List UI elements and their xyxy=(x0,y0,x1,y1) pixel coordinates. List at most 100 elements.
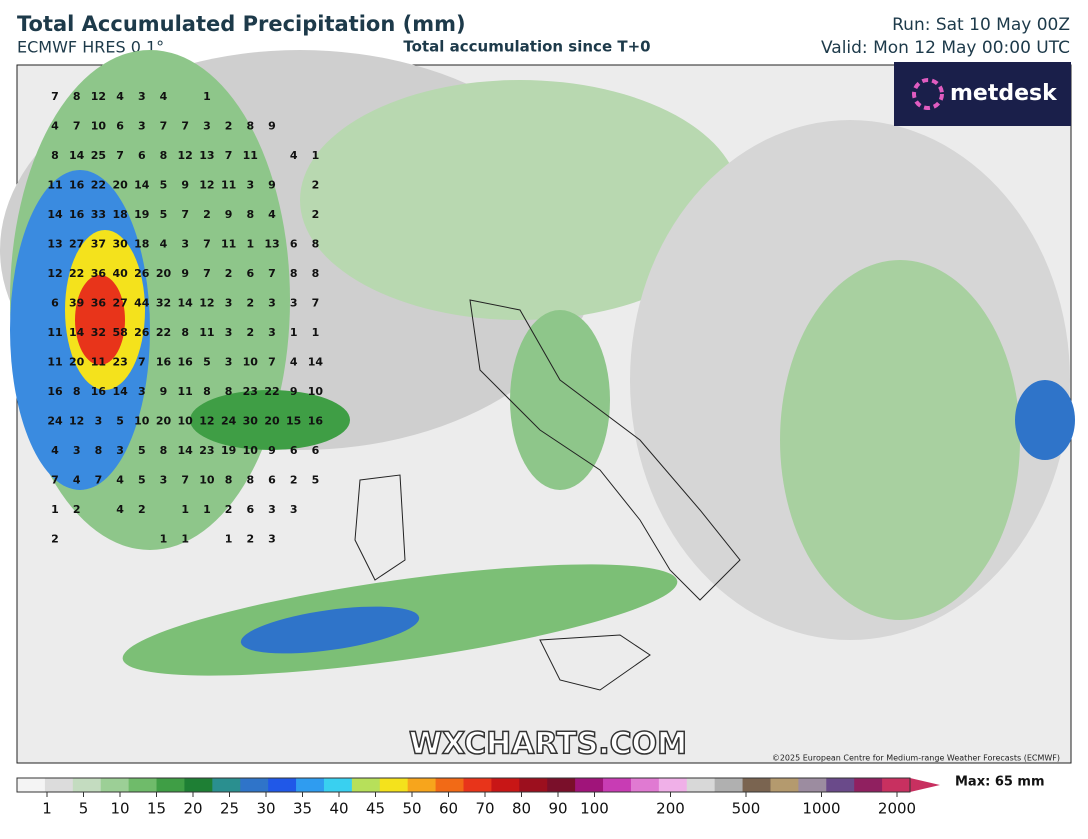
grid-value: 58 xyxy=(112,326,127,339)
grid-value: 3 xyxy=(73,444,81,457)
grid-value: 3 xyxy=(225,297,233,310)
colorbar-tick-label: 1 xyxy=(42,800,52,818)
grid-value: 8 xyxy=(246,120,254,133)
grid-value: 23 xyxy=(112,356,127,369)
colorbar-segment xyxy=(44,778,74,792)
grid-value: 22 xyxy=(69,267,84,280)
grid-value: 8 xyxy=(225,474,233,487)
grid-value: 11 xyxy=(47,179,62,192)
grid-value: 20 xyxy=(156,267,172,280)
grid-value: 27 xyxy=(112,297,127,310)
grid-value: 23 xyxy=(199,444,214,457)
grid-value: 2 xyxy=(73,503,81,516)
colorbar-tick-label: 35 xyxy=(293,800,312,818)
grid-value: 3 xyxy=(138,120,146,133)
grid-value: 11 xyxy=(178,385,193,398)
colorbar-segment xyxy=(882,778,911,792)
colorbar-tick-label: 500 xyxy=(732,800,761,818)
grid-value: 3 xyxy=(95,415,103,428)
grid-value: 4 xyxy=(116,503,124,516)
grid-value: 8 xyxy=(312,267,320,280)
grid-value: 11 xyxy=(243,149,258,162)
grid-value: 8 xyxy=(246,474,254,487)
colorbar-segment xyxy=(323,778,353,792)
grid-value: 8 xyxy=(160,444,168,457)
colorbar-segment xyxy=(100,778,130,792)
colorbar-segment xyxy=(547,778,576,792)
logo-box xyxy=(894,62,1071,126)
grid-value: 16 xyxy=(91,385,107,398)
grid-value: 9 xyxy=(181,179,189,192)
grid-value: 8 xyxy=(225,385,233,398)
colorbar-tick-label: 30 xyxy=(256,800,275,818)
grid-value: 22 xyxy=(264,385,279,398)
grid-value: 13 xyxy=(47,238,62,251)
colorbar: 1 5 10 15 20 25 30 35 40 45 50 60 70 80 90 100 200 500 100… xyxy=(16,777,940,818)
grid-value: 14 xyxy=(308,356,324,369)
grid-value: 16 xyxy=(156,356,172,369)
colorbar-tick-label: 10 xyxy=(110,800,129,818)
grid-value: 2 xyxy=(51,533,59,546)
grid-value: 11 xyxy=(47,356,62,369)
grid-value: 10 xyxy=(308,385,324,398)
grid-value: 32 xyxy=(91,326,106,339)
grid-value: 1 xyxy=(181,503,189,516)
grid-value: 16 xyxy=(47,385,63,398)
title: Total Accumulated Precipitation (mm) xyxy=(17,12,466,36)
grid-value: 8 xyxy=(312,238,320,251)
grid-value: 7 xyxy=(73,120,81,133)
grid-value: 16 xyxy=(308,415,324,428)
grid-value: 16 xyxy=(178,356,194,369)
grid-value: 3 xyxy=(181,238,189,251)
grid-value: 1 xyxy=(225,533,233,546)
colorbar-tick-label: 90 xyxy=(548,800,567,818)
grid-value: 6 xyxy=(138,149,146,162)
grid-value: 8 xyxy=(73,90,81,103)
colorbar-segment xyxy=(519,778,548,792)
grid-value: 2 xyxy=(246,326,254,339)
colorbar-tick-label: 40 xyxy=(329,800,348,818)
grid-value: 1 xyxy=(290,326,298,339)
grid-value: 11 xyxy=(91,356,106,369)
grid-value: 7 xyxy=(51,474,59,487)
colorbar-segment xyxy=(491,778,520,792)
colorbar-segment xyxy=(296,778,325,792)
grid-value: 3 xyxy=(203,120,211,133)
grid-value: 36 xyxy=(91,297,107,310)
grid-value: 6 xyxy=(290,444,298,457)
colorbar-tick-label: 80 xyxy=(512,800,531,818)
grid-value: 30 xyxy=(112,238,128,251)
colorbar-segment xyxy=(156,778,185,792)
grid-value: 3 xyxy=(268,503,276,516)
colorbar-tick-label: 70 xyxy=(475,800,494,818)
grid-value: 7 xyxy=(203,267,211,280)
grid-value: 10 xyxy=(178,415,194,428)
grid-value: 14 xyxy=(134,179,150,192)
copyright: ©2025 European Centre for Medium-range W… xyxy=(772,754,1060,763)
colorbar-tick-label: 2000 xyxy=(878,800,916,818)
colorbar-frame xyxy=(16,777,911,793)
grid-value: 2 xyxy=(225,503,233,516)
grid-value: 5 xyxy=(160,208,168,221)
grid-value: 6 xyxy=(290,238,298,251)
grid-value: 14 xyxy=(69,326,85,339)
grid-value: 12 xyxy=(69,415,84,428)
grid-value: 30 xyxy=(243,415,259,428)
grid-value: 19 xyxy=(221,444,236,457)
grid-value: 14 xyxy=(178,444,194,457)
colorbar-segment xyxy=(212,778,241,792)
grid-value: 12 xyxy=(199,297,214,310)
grid-value: 3 xyxy=(116,444,124,457)
grid-value: 8 xyxy=(51,149,59,162)
grid-value: 3 xyxy=(290,503,298,516)
grid-value: 1 xyxy=(203,503,211,516)
grid-value: 5 xyxy=(138,474,146,487)
grid-value: 20 xyxy=(112,179,128,192)
grid-value: 7 xyxy=(225,149,233,162)
subtitle: Total accumulation since T+0 xyxy=(403,38,650,56)
grid-value: 5 xyxy=(116,415,124,428)
grid-value: 3 xyxy=(225,326,233,339)
grid-value: 4 xyxy=(116,90,124,103)
grid-value: 11 xyxy=(47,326,62,339)
grid-value: 18 xyxy=(134,238,149,251)
